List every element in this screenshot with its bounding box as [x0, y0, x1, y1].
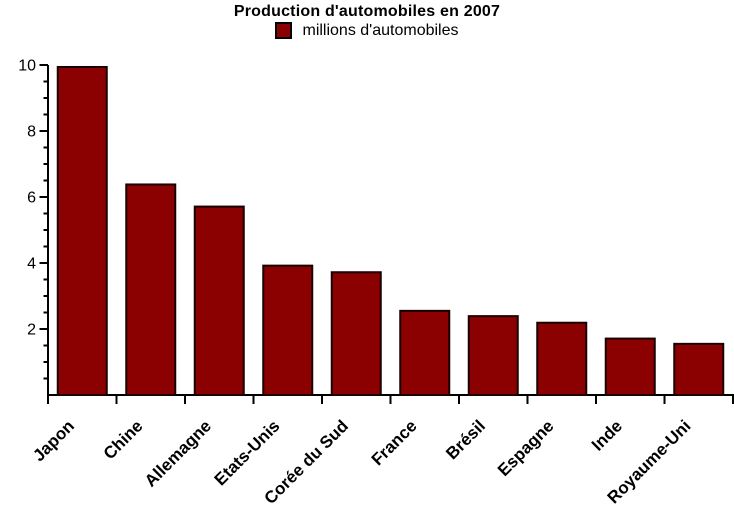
y-tick-label: 10 [18, 58, 36, 75]
bar [262, 264, 314, 397]
y-tick-label: 8 [27, 124, 36, 141]
bar [673, 342, 725, 397]
y-tick-label: 2 [27, 322, 36, 339]
bar [330, 271, 382, 396]
x-category-label: Allemagne [141, 416, 215, 490]
y-tick-label: 4 [27, 256, 36, 273]
x-category-label: Etats-Unis [211, 416, 284, 489]
chart-title: Production d'automobiles en 2007 [233, 3, 501, 20]
bar [467, 315, 519, 397]
bar [56, 65, 108, 396]
chart-header: Production d'automobiles en 2007 million… [0, 2, 734, 39]
bar [604, 337, 656, 397]
x-category-label: France [368, 416, 421, 469]
bar [193, 205, 245, 396]
x-category-label: Inde [588, 416, 626, 454]
bar [536, 321, 588, 397]
y-tick-label: 6 [27, 190, 36, 207]
x-category-label: Brésil [442, 416, 489, 463]
x-category-label: Japon [29, 416, 78, 465]
bar [125, 183, 177, 396]
x-category-label: Chine [100, 416, 147, 463]
legend-label: millions d'automobiles [302, 22, 459, 39]
x-category-label: Espagne [494, 416, 558, 480]
bar [399, 309, 451, 397]
legend-swatch [275, 22, 293, 39]
legend: millions d'automobiles [0, 22, 734, 39]
